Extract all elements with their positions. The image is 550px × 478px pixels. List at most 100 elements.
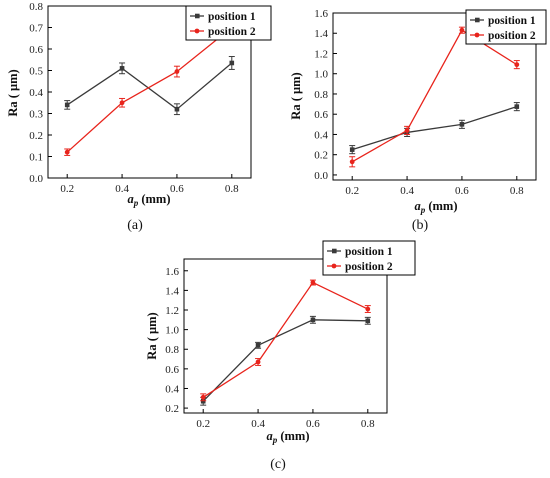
y-tick-label: 0.8 (29, 1, 43, 13)
data-point-circle (310, 280, 316, 285)
series-line (66, 62, 233, 111)
data-point-circle (459, 27, 465, 33)
legend-marker (195, 13, 200, 19)
legend-label: position 1 (488, 15, 536, 27)
legend-box (322, 240, 416, 276)
y-tick-label: 1.2 (314, 48, 328, 60)
y-tick-label: 0.6 (165, 364, 179, 376)
data-point-circle (365, 306, 371, 312)
y-tick-label: 0.0 (314, 170, 328, 182)
legend-marker (475, 17, 480, 23)
x-axis-title-unit: (mm) (277, 429, 309, 443)
data-point-circle (200, 394, 206, 400)
legend: position 1 position 2 (322, 240, 416, 276)
data-point-square (64, 102, 70, 108)
legend-box (185, 5, 272, 41)
data-point-square (255, 343, 261, 348)
chart-panel-3: 0.2 0.4 0.6 0.8 1.0 1.2 1.4 1.6 0.2 0.4 0.6 0.8 Ra (… (145, 240, 416, 472)
y-tick-label: 0.2 (29, 130, 43, 142)
plot-frame (183, 258, 388, 414)
x-tick-label: 0.8 (510, 185, 524, 197)
series-1 (349, 102, 520, 155)
x-axis-title-subscript: p (133, 198, 139, 208)
data-point-square (459, 122, 465, 127)
x-tick-label: 0.6 (306, 418, 320, 430)
y-tick-label: 0.7 (29, 23, 43, 35)
panel-caption: (a) (127, 218, 143, 233)
chart-panel-1: 0.0 0.1 0.2 0.3 0.4 0.5 0.6 0.7 0.8 0.2 0.4 0.6 0.8 R… (6, 1, 272, 233)
data-point-circle (119, 100, 125, 106)
x-tick-label: 0.2 (196, 418, 210, 430)
y-tick-label: 0.4 (314, 129, 328, 141)
x-axis-title-subscript: p (420, 205, 426, 215)
legend-marker (194, 28, 200, 34)
x-axis-title-symbol: a (127, 192, 133, 206)
y-tick-label: 0.0 (29, 173, 43, 185)
y-axis-title: Ra ( μm) (6, 69, 20, 116)
series-line (351, 29, 518, 163)
y-tick-label: 0.2 (314, 150, 328, 162)
series-1 (64, 56, 235, 116)
y-tick-label: 1.4 (314, 28, 328, 40)
legend-marker (474, 32, 480, 38)
data-point-circle (174, 69, 180, 74)
y-tick-label: 0.4 (165, 383, 179, 395)
y-tick-label: 1.4 (165, 285, 179, 297)
data-point-circle (64, 149, 70, 155)
legend: position 1 position 2 (465, 9, 547, 45)
y-axis-title: Ra ( μm) (145, 312, 159, 359)
series-line (352, 106, 517, 151)
series-1 (200, 315, 371, 406)
legend-label: position 1 (345, 246, 393, 258)
y-axis-title: Ra ( μm) (289, 72, 303, 119)
y-tick-label: 0.8 (314, 89, 328, 101)
x-axis-title-subscript: p (272, 435, 278, 445)
data-point-square (174, 106, 180, 112)
legend-marker (332, 248, 337, 254)
panel-caption: (b) (412, 218, 429, 233)
legend-label: position 2 (345, 261, 393, 273)
x-tick-label: 0.6 (170, 183, 184, 195)
x-tick-label: 0.4 (115, 183, 129, 195)
legend-box (465, 9, 547, 45)
x-tick-label: 0.2 (60, 183, 74, 195)
panel-caption: (c) (270, 457, 286, 472)
data-point-square (514, 104, 520, 109)
x-axis-title-unit: (mm) (425, 199, 457, 213)
y-tick-label: 0.5 (29, 66, 43, 78)
y-tick-label: 0.6 (29, 44, 43, 56)
legend-label: position 1 (208, 11, 256, 23)
legend: position 1 position 2 (185, 5, 272, 41)
x-axis-title: ap (mm) (266, 429, 309, 445)
y-tick-label: 1.2 (165, 305, 179, 317)
y-tick-label: 1.6 (314, 8, 328, 20)
data-point-circle (514, 62, 520, 68)
x-tick-label: 0.8 (225, 183, 239, 195)
x-tick-label: 0.4 (251, 418, 265, 430)
y-tick-label: 0.2 (165, 403, 179, 415)
plot-frame (332, 12, 537, 181)
series-line (66, 26, 233, 153)
data-point-square (349, 147, 355, 152)
y-tick-label: 0.8 (165, 344, 179, 356)
x-tick-label: 0.2 (345, 185, 359, 197)
data-point-square (365, 318, 371, 324)
data-point-square (119, 66, 125, 71)
x-axis-title: ap (mm) (414, 199, 457, 215)
series-line (202, 319, 368, 402)
y-tick-label: 0.4 (29, 87, 43, 99)
legend-label: position 2 (488, 30, 536, 42)
x-tick-label: 0.4 (400, 185, 414, 197)
x-axis-title: ap (mm) (127, 192, 170, 208)
data-point-square (310, 317, 316, 323)
series-2 (200, 279, 371, 402)
data-point-circle (255, 359, 261, 365)
data-point-square (229, 60, 235, 66)
x-tick-label: 0.6 (455, 185, 469, 197)
chart-panel-2: 0.0 0.2 0.4 0.6 0.8 1.0 1.2 1.4 1.6 0.2 0.4 0.6 0.8 R… (289, 8, 547, 233)
x-axis-title-symbol: a (414, 199, 420, 213)
x-axis-title-symbol: a (266, 429, 272, 443)
data-point-circle (404, 128, 410, 133)
y-tick-label: 0.3 (29, 109, 43, 121)
